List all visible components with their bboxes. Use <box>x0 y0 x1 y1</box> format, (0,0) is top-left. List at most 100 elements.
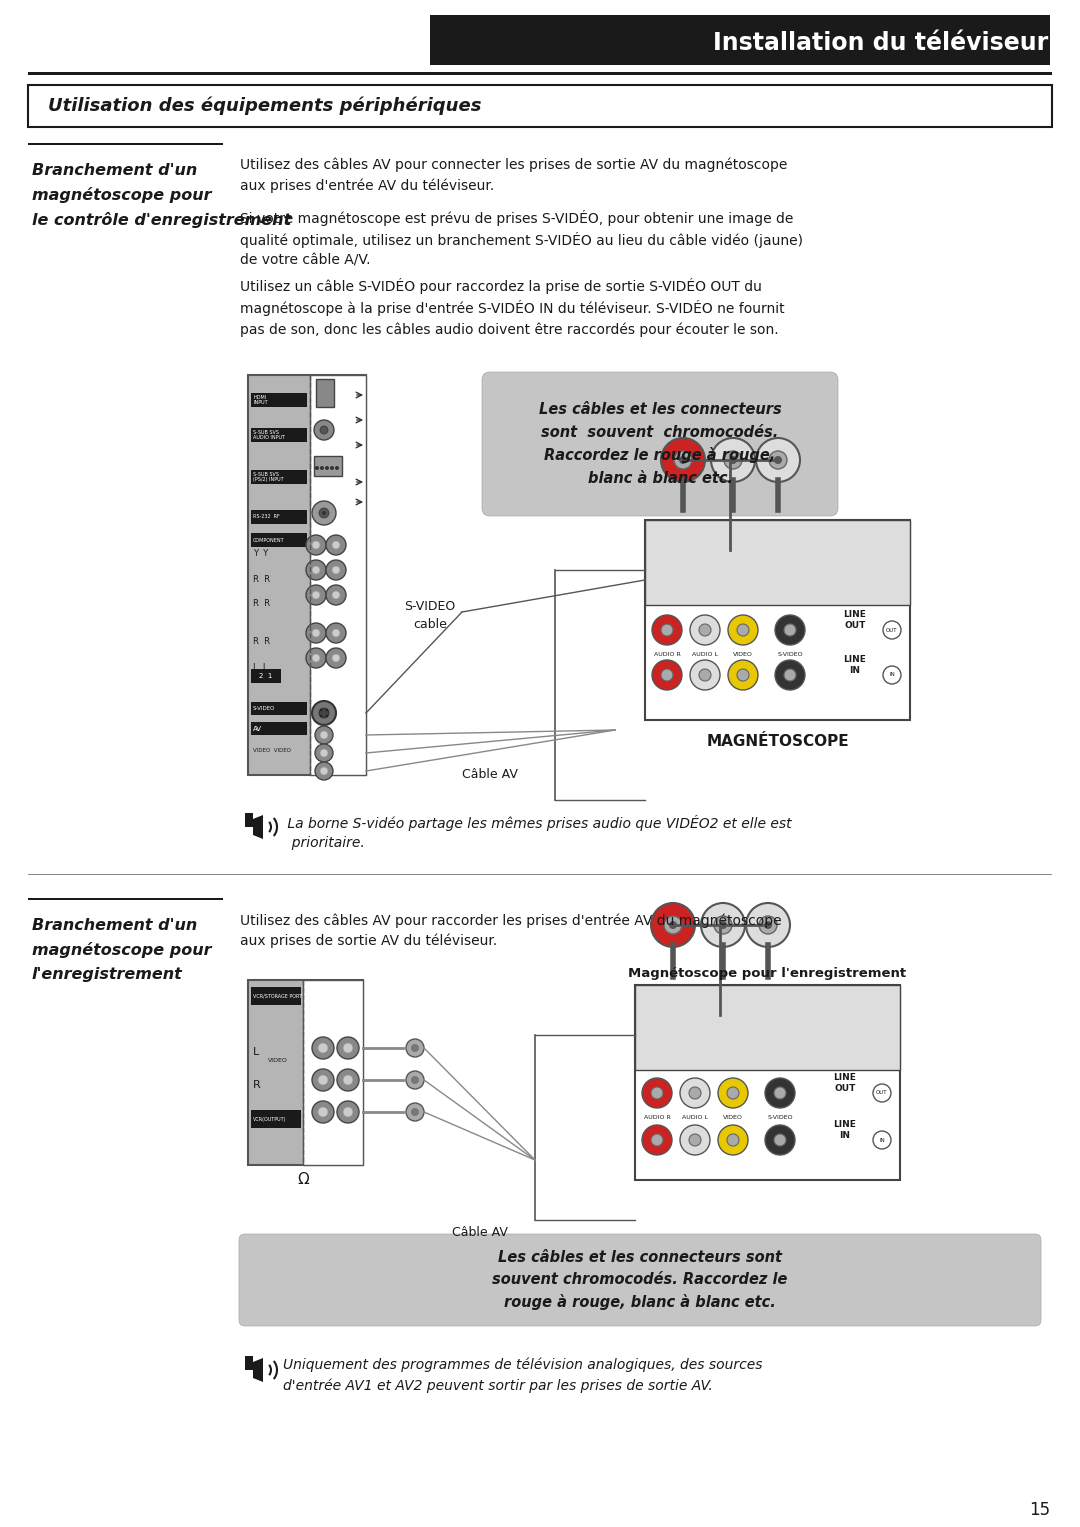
Text: Branchement d'un
magnétoscope pour
l'enregistrement: Branchement d'un magnétoscope pour l'enr… <box>32 918 212 982</box>
Circle shape <box>312 1101 334 1122</box>
Circle shape <box>669 921 677 928</box>
Circle shape <box>335 466 339 470</box>
Text: Magnétoscope pour l'enregistrement: Magnétoscope pour l'enregistrement <box>629 967 906 979</box>
Circle shape <box>699 625 711 637</box>
Bar <box>251 1110 301 1128</box>
Bar <box>310 376 366 776</box>
Circle shape <box>320 715 322 718</box>
Circle shape <box>306 647 326 667</box>
Circle shape <box>319 508 329 518</box>
Circle shape <box>306 585 326 605</box>
Circle shape <box>651 1087 663 1099</box>
Text: RS-232  RF: RS-232 RF <box>253 515 280 519</box>
Circle shape <box>314 420 334 440</box>
Circle shape <box>406 1038 424 1057</box>
Circle shape <box>765 1078 795 1109</box>
Circle shape <box>312 629 320 637</box>
Polygon shape <box>253 815 264 838</box>
Text: S-VIDEO: S-VIDEO <box>767 1115 793 1119</box>
Circle shape <box>320 709 322 712</box>
Circle shape <box>873 1084 891 1102</box>
Bar <box>251 392 307 408</box>
Circle shape <box>873 1132 891 1148</box>
Circle shape <box>651 1135 663 1145</box>
Bar <box>251 669 281 683</box>
Bar <box>251 510 307 524</box>
Circle shape <box>337 1037 359 1060</box>
Circle shape <box>690 615 720 644</box>
Circle shape <box>312 654 320 663</box>
Text: MAGNÉTOSCOPE: MAGNÉTOSCOPE <box>706 734 849 750</box>
Text: AV: AV <box>253 725 262 731</box>
Circle shape <box>719 921 727 928</box>
Bar <box>430 15 1050 66</box>
Circle shape <box>325 466 329 470</box>
Text: LINE
OUT: LINE OUT <box>843 611 866 629</box>
Circle shape <box>320 466 324 470</box>
Circle shape <box>337 1069 359 1090</box>
Text: VIDEO: VIDEO <box>724 1115 743 1119</box>
Circle shape <box>343 1043 353 1054</box>
Circle shape <box>661 625 673 637</box>
Text: AUDIO L: AUDIO L <box>681 1115 708 1119</box>
Circle shape <box>332 629 340 637</box>
Bar <box>251 533 307 547</box>
Circle shape <box>737 669 750 681</box>
Text: S-SUB SVS
(PS/2) INPUT: S-SUB SVS (PS/2) INPUT <box>253 472 284 483</box>
Circle shape <box>326 709 328 712</box>
Bar <box>645 521 910 721</box>
Circle shape <box>411 1044 419 1052</box>
Text: AUDIO R: AUDIO R <box>653 652 680 657</box>
Bar <box>251 470 307 484</box>
Circle shape <box>652 660 681 690</box>
Circle shape <box>306 560 326 580</box>
Circle shape <box>661 438 705 483</box>
Circle shape <box>769 450 787 469</box>
Circle shape <box>729 457 737 464</box>
Text: VIDEO  VIDEO: VIDEO VIDEO <box>253 748 291 753</box>
Text: VIDEO: VIDEO <box>733 652 753 657</box>
Circle shape <box>332 541 340 550</box>
Circle shape <box>690 660 720 690</box>
Circle shape <box>318 1075 328 1086</box>
Circle shape <box>714 916 732 935</box>
Text: Si votre magnétoscope est prévu de prises S-VIDÉO, pour obtenir une image de
qua: Si votre magnétoscope est prévu de prise… <box>240 211 804 269</box>
Bar <box>635 985 900 1180</box>
Circle shape <box>775 615 805 644</box>
Bar <box>28 142 222 145</box>
Bar <box>251 986 301 1005</box>
Circle shape <box>774 1135 786 1145</box>
Circle shape <box>664 916 681 935</box>
Circle shape <box>651 902 696 947</box>
Circle shape <box>312 567 320 574</box>
Text: LINE
IN: LINE IN <box>834 1121 856 1139</box>
Text: Câble AV: Câble AV <box>453 1226 508 1238</box>
Bar <box>314 457 342 476</box>
Text: R  R: R R <box>253 637 270 646</box>
Bar <box>251 428 307 441</box>
Circle shape <box>711 438 755 483</box>
Text: R: R <box>253 1080 260 1090</box>
Circle shape <box>318 1043 328 1054</box>
Circle shape <box>320 767 328 776</box>
Text: Utilisez un câble S-VIDÉO pour raccordez la prise de sortie S-VIDÉO OUT du
magné: Utilisez un câble S-VIDÉO pour raccordez… <box>240 278 785 337</box>
Text: Uniquement des programmes de télévision analogiques, des sources
d'entrée AV1 et: Uniquement des programmes de télévision … <box>283 1358 762 1393</box>
Circle shape <box>883 666 901 684</box>
Text: LINE
IN: LINE IN <box>843 655 866 675</box>
Circle shape <box>746 902 789 947</box>
Circle shape <box>679 457 687 464</box>
Bar <box>245 812 253 828</box>
Circle shape <box>312 591 320 599</box>
Circle shape <box>320 731 328 739</box>
Text: VCR(OUTPUT): VCR(OUTPUT) <box>253 1116 286 1121</box>
Circle shape <box>326 623 346 643</box>
Text: Les câbles et les connecteurs
sont  souvent  chromocodés.
Raccordez le rouge à r: Les câbles et les connecteurs sont souve… <box>539 403 781 486</box>
FancyBboxPatch shape <box>482 373 838 516</box>
Bar <box>303 980 363 1165</box>
Text: 2  1: 2 1 <box>259 673 272 680</box>
Circle shape <box>759 916 777 935</box>
Text: R  R: R R <box>253 574 270 583</box>
Text: 15: 15 <box>1029 1501 1050 1519</box>
FancyBboxPatch shape <box>239 1234 1041 1325</box>
Text: COMPONENT: COMPONENT <box>253 538 285 542</box>
